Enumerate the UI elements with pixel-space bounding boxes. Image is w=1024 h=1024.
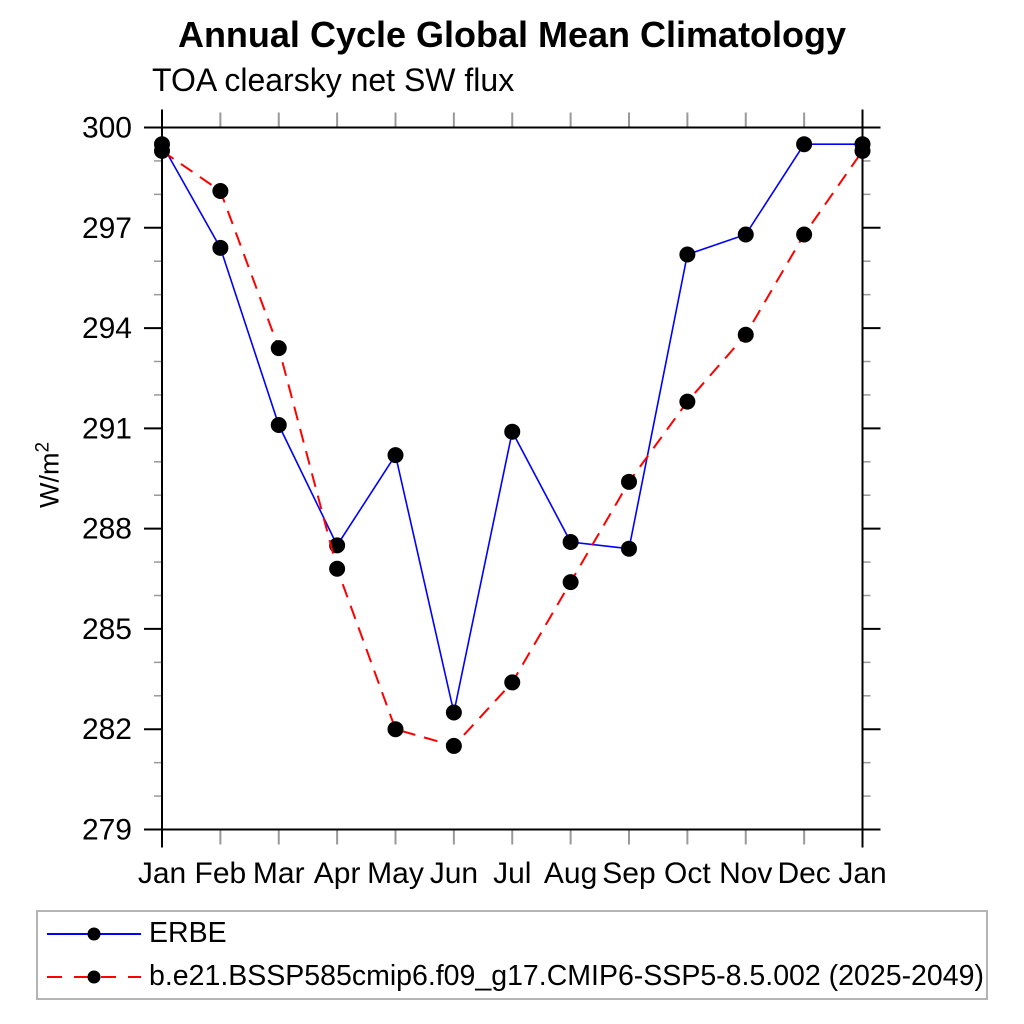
x-tick-label: Apr	[314, 857, 361, 890]
y-tick-label: 291	[82, 412, 132, 445]
x-tick-label: May	[367, 857, 424, 890]
model-marker	[679, 393, 696, 410]
y-tick-label: 297	[82, 212, 132, 245]
erbe-marker	[679, 246, 696, 263]
model-marker	[154, 142, 170, 159]
legend: ERBE b.e21.BSSP585cmip6.f09_g17.CMIP6-SS…	[36, 910, 988, 1000]
erbe-marker	[329, 537, 346, 554]
x-tick-label: Jul	[493, 857, 531, 890]
model-line	[161, 150, 864, 748]
erbe-marker	[621, 540, 637, 557]
model-marker	[387, 721, 404, 738]
erbe-marker	[737, 226, 754, 243]
model-marker	[854, 142, 871, 159]
model-marker	[445, 737, 462, 754]
y-tick-label: 285	[82, 613, 132, 646]
legend-label-erbe: ERBE	[149, 917, 227, 949]
plot-frame	[161, 126, 864, 831]
x-tick-label: Mar	[253, 857, 305, 890]
erbe-marker	[796, 136, 813, 153]
legend-swatch-erbe	[47, 927, 141, 940]
model-marker	[329, 560, 346, 577]
legend-marker-sample	[87, 970, 101, 983]
legend-label-model: b.e21.BSSP585cmip6.f09_g17.CMIP6-SSP5-8.…	[149, 960, 984, 992]
chart-title: Annual Cycle Global Mean Climatology	[177, 14, 847, 55]
legend-swatch-model	[47, 970, 141, 983]
model-marker	[562, 574, 579, 591]
x-tick-label: Dec	[777, 857, 830, 890]
erbe-marker	[387, 447, 404, 464]
model-marker	[504, 674, 521, 691]
x-tick-label: Jan	[838, 857, 886, 890]
model-marker	[212, 183, 229, 200]
y-tick-label: 282	[82, 713, 132, 746]
x-tick-label: Aug	[544, 857, 597, 890]
x-tick-label: Oct	[664, 857, 711, 890]
erbe-marker	[504, 423, 521, 440]
erbe-marker	[212, 239, 229, 256]
y-tick-label: 300	[82, 112, 132, 145]
model-marker	[737, 326, 754, 343]
legend-item-model: b.e21.BSSP585cmip6.f09_g17.CMIP6-SSP5-8.…	[38, 955, 986, 998]
x-tick-label: Jan	[138, 857, 186, 890]
x-tick-label: Sep	[602, 857, 655, 890]
legend-item-erbe: ERBE	[38, 912, 986, 955]
y-tick-label: 294	[82, 312, 132, 345]
x-tick-label: Nov	[719, 857, 772, 890]
model-marker	[796, 226, 813, 243]
x-tick-label: Feb	[195, 857, 247, 890]
erbe-marker	[562, 534, 579, 551]
legend-marker-sample	[87, 927, 101, 940]
erbe-marker	[270, 417, 287, 434]
model-marker	[621, 473, 637, 490]
model-marker	[270, 340, 287, 357]
erbe-marker	[445, 704, 462, 721]
y-tick-label: 288	[82, 513, 132, 546]
chart-subtitle: TOA clearsky net SW flux	[152, 62, 515, 98]
y-tick-label: 279	[82, 814, 132, 847]
x-tick-label: Jun	[430, 857, 478, 890]
